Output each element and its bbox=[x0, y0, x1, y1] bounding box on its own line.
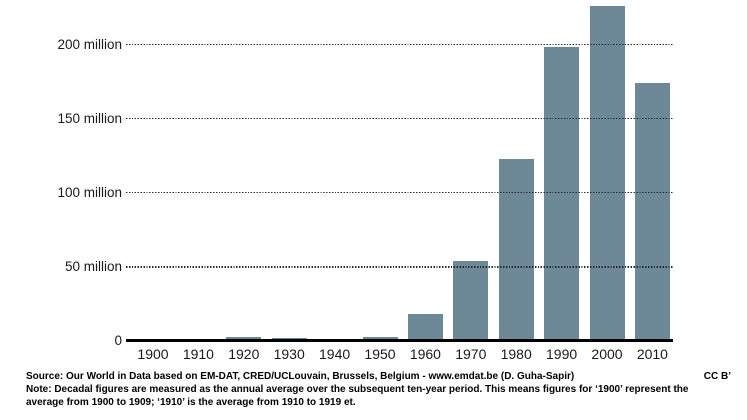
bar-1970 bbox=[453, 260, 489, 341]
bar-2010 bbox=[634, 83, 670, 341]
y-tick-label-100-million: 100 million bbox=[57, 184, 122, 200]
bar-1960 bbox=[407, 314, 443, 341]
note-text: Note: Decadal figures are measured as th… bbox=[26, 383, 731, 409]
gridline-50m bbox=[126, 266, 673, 268]
x-tick-label-1960: 1960 bbox=[409, 346, 441, 362]
license-badge: CC B’ bbox=[703, 371, 731, 382]
gridline-200m bbox=[126, 43, 673, 46]
y-tick-label-0: 0 bbox=[114, 333, 122, 348]
y-tick-label-50-million: 50 million bbox=[64, 258, 122, 274]
x-tick-label-1940: 1940 bbox=[319, 346, 351, 362]
bar-2000 bbox=[589, 5, 625, 341]
y-tick-label-150-million: 150 million bbox=[57, 110, 122, 126]
x-tick-label-1910: 1910 bbox=[182, 346, 214, 362]
footer: Source: Our World in Data based on EM-DA… bbox=[26, 370, 731, 409]
gridline-100m bbox=[126, 192, 673, 194]
bar-1990 bbox=[544, 47, 580, 341]
gridline-150m bbox=[126, 117, 673, 120]
y-tick-label-200-million: 200 million bbox=[57, 36, 122, 52]
x-tick-label-1920: 1920 bbox=[228, 346, 260, 362]
x-tick-label-1930: 1930 bbox=[273, 346, 305, 362]
x-tick-label-1900: 1900 bbox=[137, 346, 169, 362]
source-row: Source: Our World in Data based on EM-DA… bbox=[26, 370, 731, 383]
x-tick-label-2010: 2010 bbox=[636, 346, 668, 362]
x-tick-label-1970: 1970 bbox=[455, 346, 487, 362]
x-tick-label-2000: 2000 bbox=[591, 346, 623, 362]
x-tick-label-1990: 1990 bbox=[546, 346, 578, 362]
source-text: Source: Our World in Data based on EM-DA… bbox=[26, 371, 575, 382]
x-tick-label-1950: 1950 bbox=[364, 346, 396, 362]
x-tick-label-1980: 1980 bbox=[500, 346, 532, 362]
note-line-2: average from 1900 to 1909; ‘1910’ is the… bbox=[26, 397, 356, 408]
x-axis-line bbox=[126, 339, 673, 342]
note-line-1: Note: Decadal figures are measured as th… bbox=[26, 384, 689, 395]
bar-1980 bbox=[498, 158, 534, 341]
